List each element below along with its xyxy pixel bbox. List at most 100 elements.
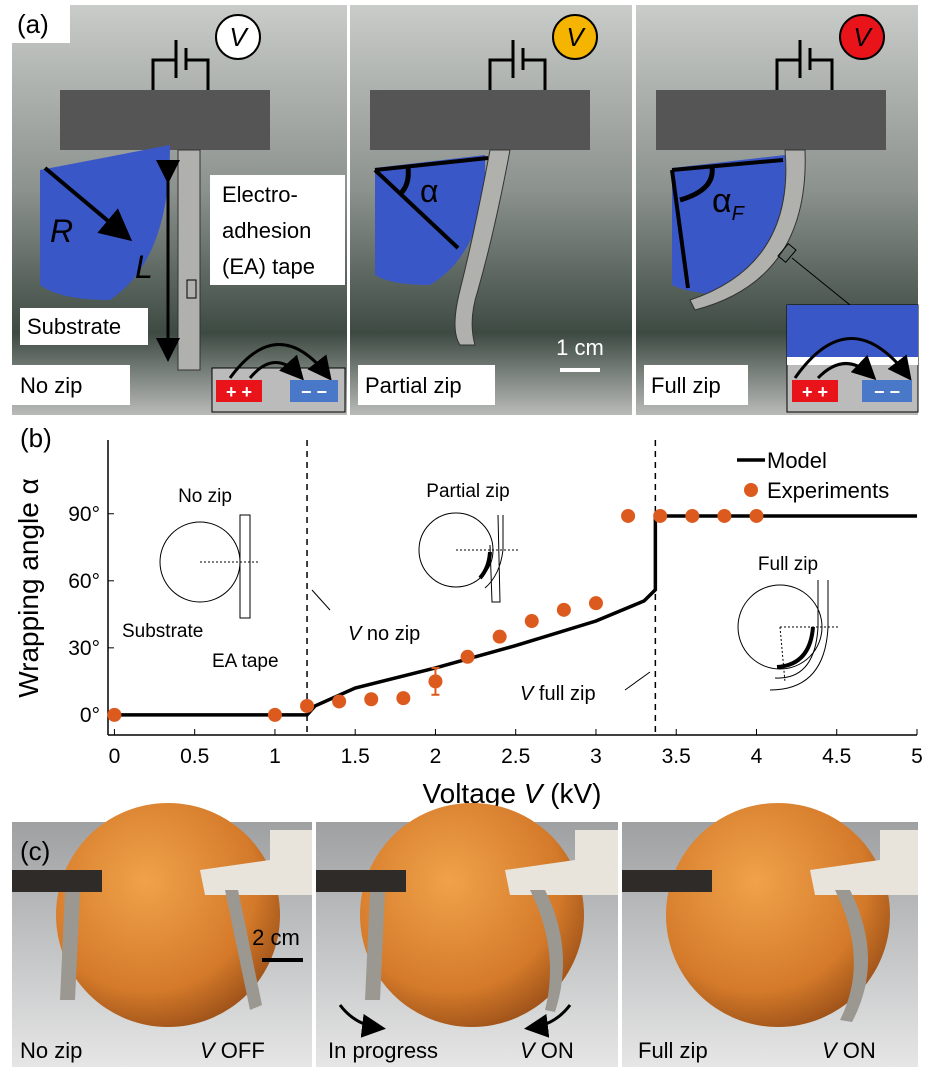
x-tick-label: 2 [430, 745, 442, 768]
experiment-point [107, 708, 121, 722]
inset-label: Full zip [758, 554, 818, 575]
tape-label: (EA) tape [222, 254, 315, 279]
x-tick-label: 0 [109, 745, 121, 768]
experiment-point [300, 699, 314, 713]
experiment-point [396, 691, 410, 705]
substrate-layer [787, 305, 918, 357]
y-tick-label: 0° [80, 704, 100, 727]
x-tick-label: 1 [269, 745, 281, 768]
panel-label: (c) [20, 836, 50, 866]
frame-state: V ON [520, 1038, 574, 1063]
scale-bar-label: 1 cm [556, 335, 604, 360]
y-axis-title: Wrapping angle α [13, 478, 44, 698]
experiment-point [653, 509, 667, 523]
x-axis-title: Voltage V (kV) [423, 778, 602, 809]
frame-state: V OFF [200, 1038, 265, 1063]
electrode-sign: − − [301, 382, 327, 402]
x-tick-label: 3 [590, 745, 602, 768]
inset-tape [240, 515, 250, 618]
experiment-point [332, 694, 346, 708]
length-label: L [135, 249, 153, 285]
inset-label: Partial zip [426, 481, 509, 502]
inset-arc [480, 552, 490, 578]
inset-tape [770, 580, 828, 690]
radius-label: R [50, 213, 73, 249]
clamp [316, 870, 406, 892]
panel-a: R L Electro- adhesion (EA) tape Substrat… [12, 5, 918, 415]
electrode-sign: + + [226, 382, 252, 402]
tape-label: adhesion [222, 218, 311, 243]
annotation: V no zip [348, 623, 420, 645]
y-tick-label: 60° [68, 570, 100, 593]
frame-state: V ON [822, 1038, 876, 1063]
x-tick-label: 5 [911, 745, 923, 768]
alpha-subscript: F [732, 203, 746, 225]
alpha: α [712, 182, 732, 220]
experiment-point [621, 509, 635, 523]
frame-caption: Partial zip [365, 373, 462, 398]
voltage-symbol: V [853, 22, 873, 52]
experiment-point [268, 708, 282, 722]
experiment-point [428, 674, 442, 688]
state-text: ON [837, 1038, 876, 1063]
experiment-point [685, 509, 699, 523]
experiment-point [525, 614, 539, 628]
experiment-point [749, 509, 763, 523]
grapefruit [56, 803, 280, 1027]
frame-caption: In progress [328, 1038, 438, 1063]
chart: (b) Wrapping angle α Voltage V (kV) No z… [13, 423, 923, 809]
voltage-symbol: V [229, 22, 249, 52]
state-text: ON [535, 1038, 574, 1063]
legend-label: Model [767, 448, 827, 473]
legend-swatch [744, 483, 758, 497]
experiment-point [461, 650, 475, 664]
clamp [370, 90, 590, 150]
frame-caption: No zip [20, 373, 82, 398]
frame-caption: Full zip [651, 373, 721, 398]
panel-label: (b) [20, 423, 52, 453]
y-tick-label: 30° [68, 637, 100, 660]
annotation-leader [625, 672, 650, 690]
inset-label: No zip [178, 486, 232, 507]
annotation-leader [312, 590, 330, 610]
x-tick-label: 4.5 [822, 745, 851, 768]
clamp [656, 90, 886, 150]
tape-label: Electro- [222, 182, 298, 207]
scale-bar-label: 2 cm [252, 925, 300, 950]
experiment-point [717, 509, 731, 523]
substrate-label: Substrate [27, 314, 121, 339]
panel-label: (a) [17, 9, 49, 39]
annotation-text: full zip [533, 683, 595, 705]
x-tick-label: 2.5 [501, 745, 530, 768]
tape [178, 150, 200, 370]
clamp [12, 870, 102, 892]
x-title-unit: (kV) [542, 778, 601, 809]
voltage-symbol: V [566, 22, 586, 52]
inset-arc [777, 627, 813, 667]
inset-label: EA tape [212, 651, 279, 672]
inset-line [780, 627, 785, 682]
legend-label: Experiments [767, 478, 889, 503]
alpha-label: α [420, 173, 439, 209]
figure: R L Electro- adhesion (EA) tape Substrat… [0, 0, 929, 1070]
electrode-sign: + + [802, 382, 828, 402]
clamp [622, 870, 712, 892]
experiment-point [364, 692, 378, 706]
x-tick-label: 4 [751, 745, 763, 768]
x-tick-label: 0.5 [180, 745, 209, 768]
annotation: V full zip [520, 683, 596, 705]
inset-label: Substrate [122, 621, 203, 642]
electrode-sign: − − [874, 382, 900, 402]
state-text: OFF [215, 1038, 265, 1063]
y-tick-label: 90° [68, 503, 100, 526]
annotation-text: no zip [361, 623, 420, 645]
experiment-point [493, 630, 507, 644]
experiment-point [557, 603, 571, 617]
experiment-point [589, 596, 603, 610]
clamp [60, 90, 270, 150]
x-tick-label: 3.5 [662, 745, 691, 768]
x-tick-label: 1.5 [341, 745, 370, 768]
frame-caption: Full zip [638, 1038, 708, 1063]
panel-c: 2 cm No zip V OFF In progress V ON Full … [12, 803, 918, 1067]
frame-caption: No zip [20, 1038, 82, 1063]
